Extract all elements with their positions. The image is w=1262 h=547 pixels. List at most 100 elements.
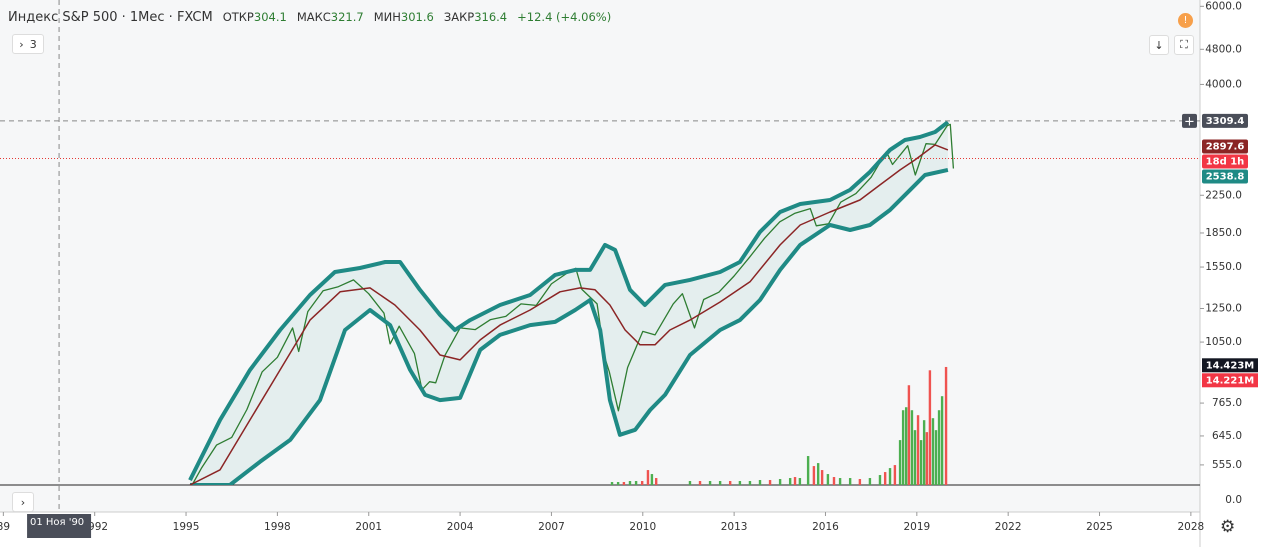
ohlc-label: МАКС: [296, 10, 331, 24]
download-button[interactable]: ↓: [1149, 35, 1169, 55]
price-badge-label: 2538.8: [1206, 172, 1245, 183]
price-badge-label: 18d 1h: [1206, 157, 1245, 168]
y-tick-label: 1850.0: [1205, 227, 1242, 239]
volume-bar: [708, 481, 712, 485]
volume-bar: [940, 396, 944, 485]
header: Индекс S&P 500 · 1Мес · FXCM ОТКР304.1 М…: [8, 10, 611, 25]
settings-button[interactable]: ⚙: [1220, 517, 1236, 537]
y-tick-label: 6000.0: [1205, 0, 1242, 12]
expand-button[interactable]: ›: [12, 492, 34, 512]
price-badge-label: 2897.6: [1206, 142, 1245, 153]
ohlc-label: ЗАКР: [443, 10, 475, 24]
y-tick-label: 765.0: [1212, 397, 1242, 409]
volume-tick-label: 0.0: [1225, 494, 1242, 506]
volume-bar: [888, 468, 892, 485]
volume-bar: [901, 410, 905, 485]
x-tick-label: 2022: [995, 521, 1022, 533]
crosshair-plus-icon: +: [1184, 114, 1195, 129]
y-tick-label: 645.0: [1212, 430, 1242, 442]
volume-bar: [925, 432, 929, 485]
volume-bar: [878, 475, 882, 485]
volume-bar: [848, 478, 852, 485]
volume-bar: [616, 482, 620, 485]
volume-bar: [832, 477, 836, 485]
volume-bar: [919, 440, 923, 485]
ohlc-value: 321.7: [330, 10, 364, 24]
volume-bar: [816, 463, 820, 485]
volume-bar: [944, 366, 948, 485]
volume-bar: [858, 479, 862, 485]
y-tick-label: 1050.0: [1205, 336, 1242, 348]
y-tick-label: 555.0: [1212, 459, 1242, 471]
volume-bar: [698, 481, 702, 485]
volume-bar: [622, 482, 626, 485]
x-tick-label: 2013: [721, 521, 748, 533]
volume-bar: [788, 478, 792, 485]
volume-bar: [812, 466, 816, 485]
x-tick-label: 2019: [903, 521, 930, 533]
volume-bar: [640, 481, 644, 485]
volume-bar: [758, 480, 762, 485]
volume-bar: [934, 430, 938, 485]
volume-bar: [654, 478, 658, 485]
volume-bar: [806, 456, 810, 485]
volume-bar: [634, 481, 638, 485]
series-line: [191, 123, 955, 485]
volume-bar: [768, 480, 772, 485]
ohlc-label: ОТКР: [222, 10, 254, 24]
y-tick-label: 4000.0: [1205, 78, 1242, 90]
volume-bar: [820, 470, 824, 485]
price-badge: [1202, 113, 1248, 128]
volume-bar: [610, 482, 614, 485]
x-tick-label: 2016: [812, 521, 839, 533]
volume-bar: [826, 474, 830, 485]
x-tick-label: 2010: [629, 521, 656, 533]
indicator-count: 3: [29, 37, 37, 51]
volume-bar: [748, 481, 752, 485]
y-tick-label: 1550.0: [1205, 261, 1242, 273]
volume-badge: [1202, 373, 1258, 388]
band-fill: [190, 122, 948, 485]
y-tick-label: 2250.0: [1205, 189, 1242, 201]
volume-bar: [778, 479, 782, 485]
crosshair-plus: [1182, 113, 1197, 128]
volume-bar: [868, 478, 872, 485]
series-line: [190, 167, 949, 485]
volume-bar: [646, 470, 650, 485]
ohlc-value: 301.6: [400, 10, 434, 24]
volume-bar: [838, 478, 842, 485]
volume-bar: [793, 477, 797, 485]
volume-bar: [916, 415, 920, 485]
volume-bar: [688, 481, 692, 485]
volume-bar: [798, 478, 802, 485]
price-badge: [1202, 154, 1248, 169]
volume-bar: [728, 481, 732, 485]
fullscreen-button[interactable]: ⛶: [1174, 35, 1194, 55]
volume-badge-label: 14.423M: [1206, 360, 1255, 371]
indicators-toggle[interactable]: › 3: [12, 34, 44, 54]
volume-badge-label: 14.221M: [1206, 375, 1255, 386]
symbol-title: Индекс S&P 500 · 1Мес · FXCM: [8, 10, 213, 25]
x-tick-label: 2025: [1086, 521, 1113, 533]
series-line: [188, 120, 950, 481]
ohlc-value: 316.4: [474, 10, 508, 24]
volume-bar: [910, 410, 914, 485]
volume-bar: [718, 481, 722, 485]
price-badge: [1202, 169, 1248, 184]
change: +12.4 (+4.06%): [517, 10, 612, 24]
volume-bar: [883, 472, 887, 485]
volume-bar: [738, 481, 742, 485]
alert-icon[interactable]: !: [1178, 13, 1193, 28]
ohlc-value: 304.1: [253, 10, 287, 24]
crosshair-date-badge: [27, 514, 92, 538]
volume-bar: [931, 418, 935, 485]
x-tick-label: 89: [0, 521, 10, 533]
volume-badge: [1202, 358, 1258, 373]
x-tick-label: 1998: [264, 521, 291, 533]
volume-bar: [907, 385, 911, 485]
x-tick-label: 2004: [447, 521, 474, 533]
volume-bar: [913, 430, 917, 485]
volume-bar: [650, 474, 654, 485]
